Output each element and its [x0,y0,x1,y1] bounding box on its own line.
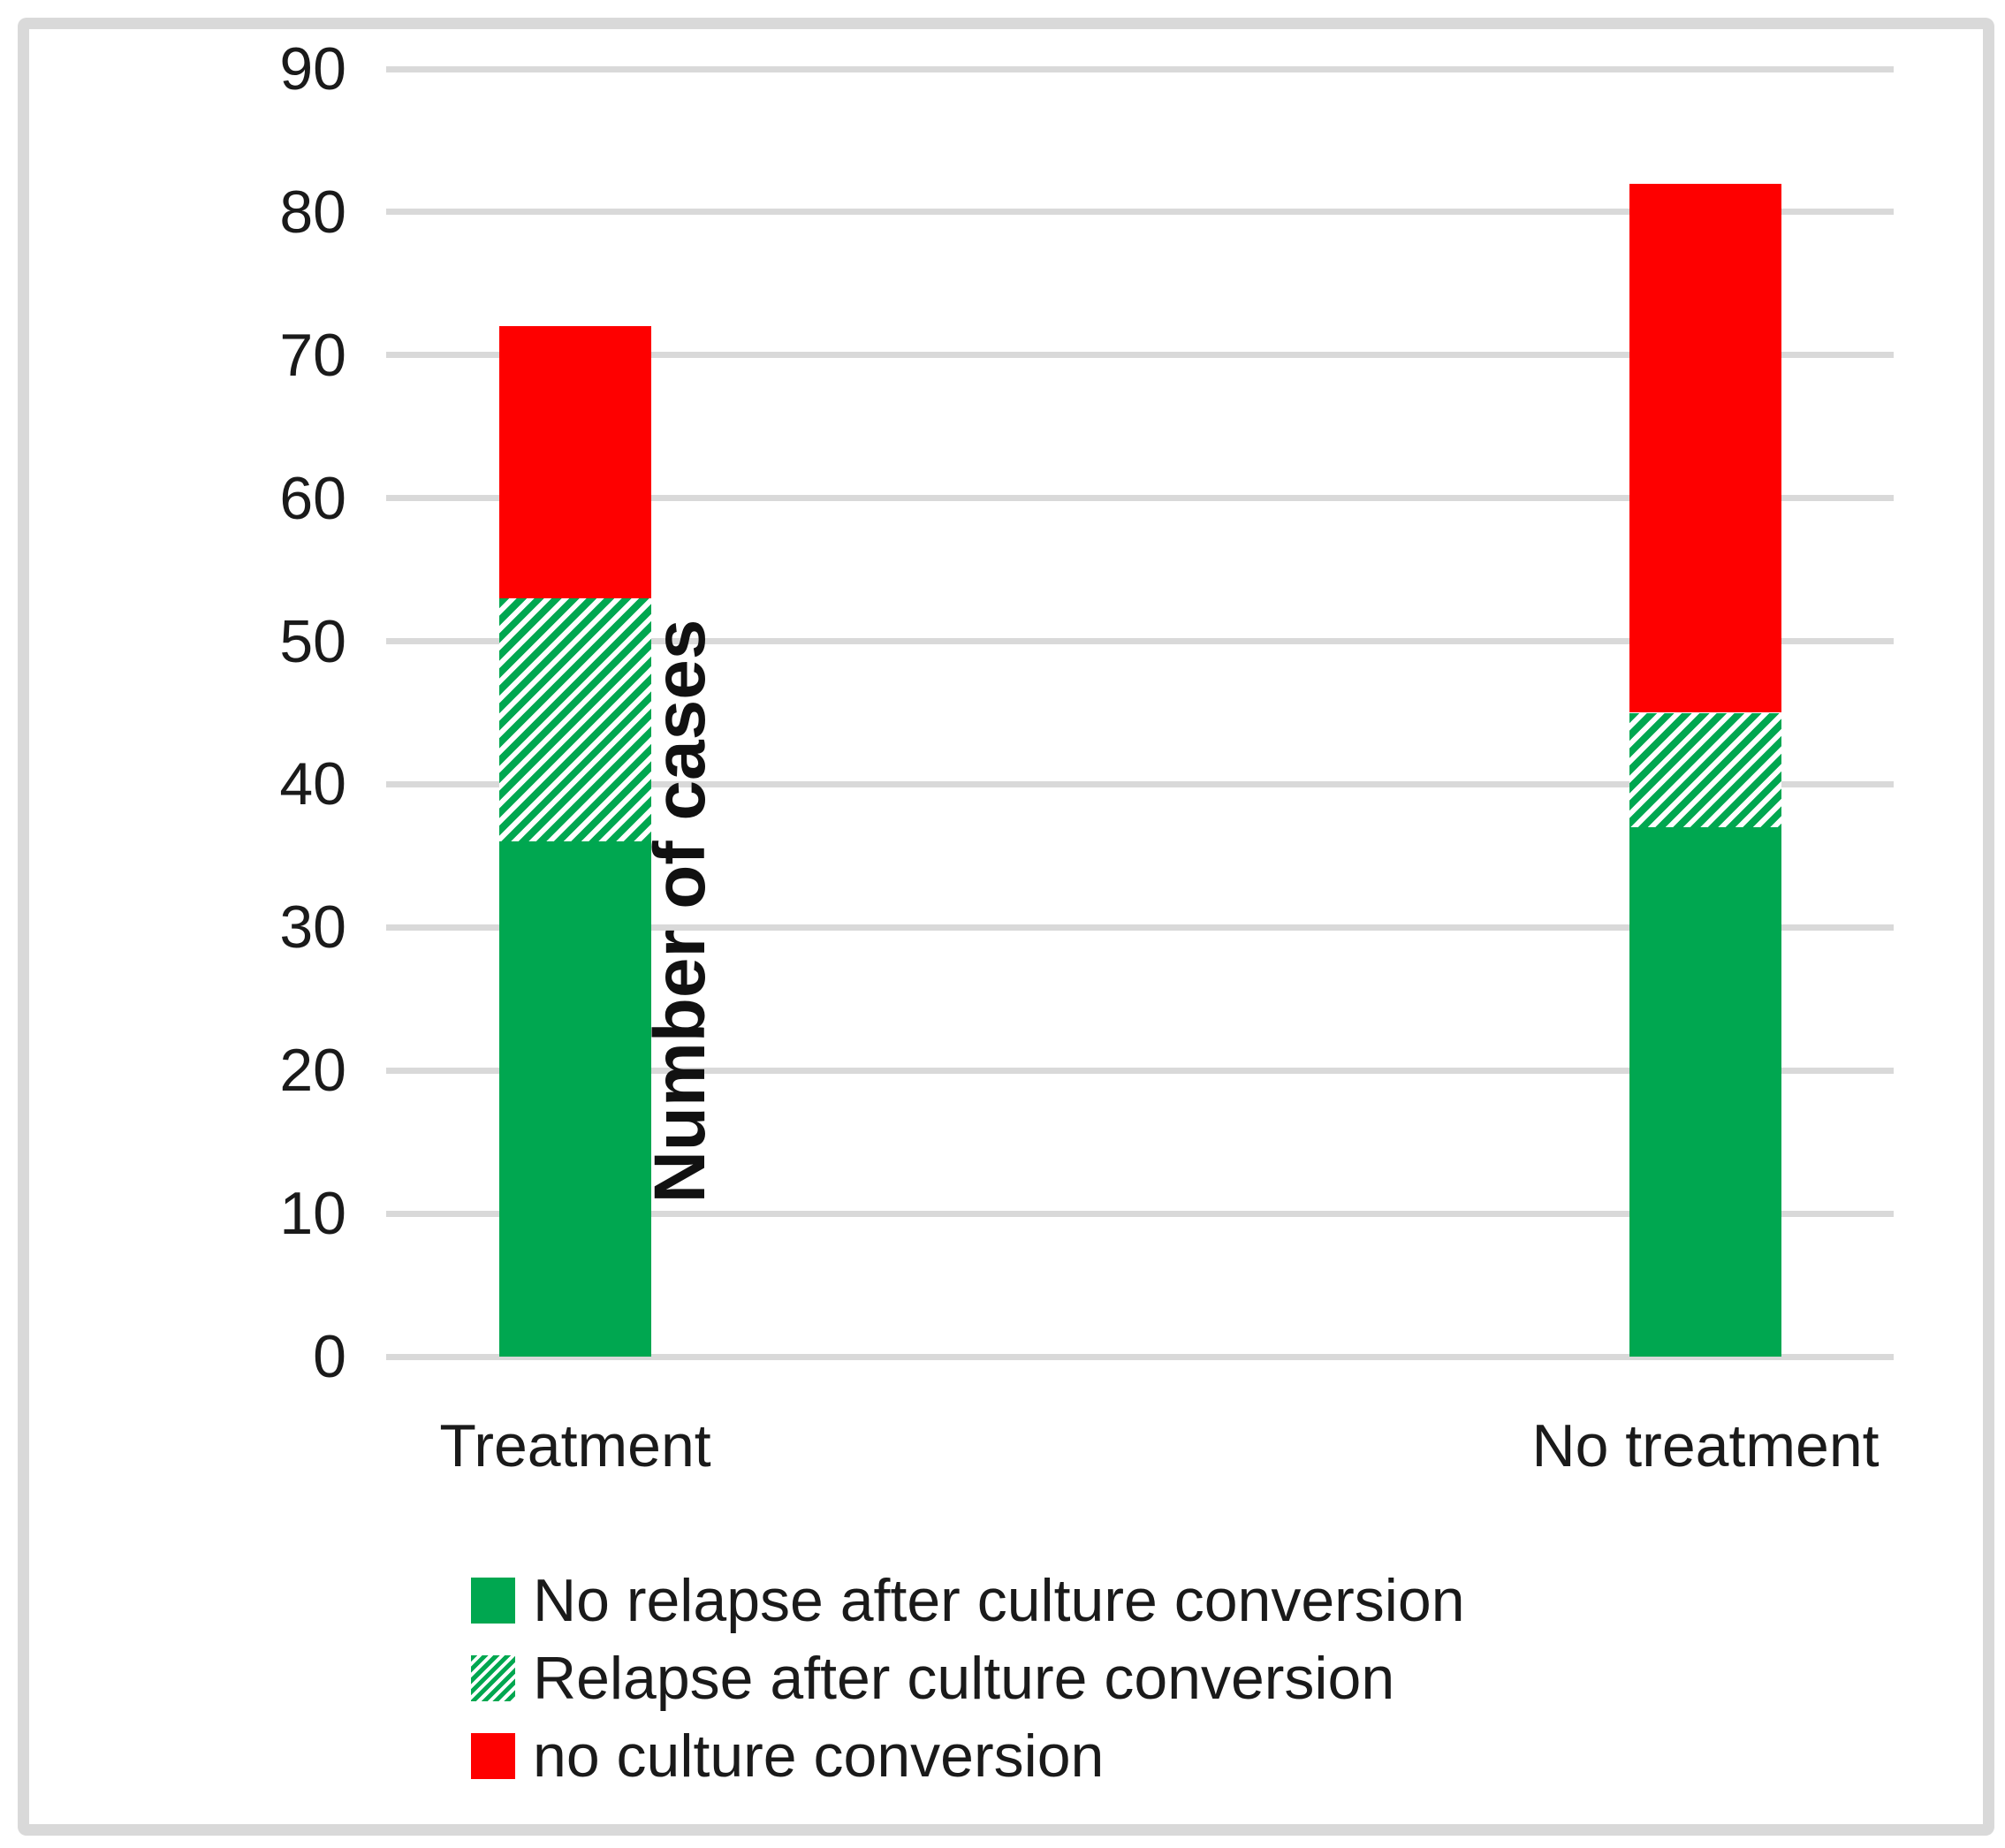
legend-marker-solid-0 [471,1578,515,1624]
gridline-60 [386,495,1894,502]
legend-marker-hatched-1 [471,1655,515,1701]
y-tick-label-60: 60 [279,464,346,532]
bar-segment-no-treatment-series-1 [1629,712,1781,827]
y-tick-label-50: 50 [279,607,346,675]
y-axis-title: Number of cases [640,619,720,1204]
gridline-40 [386,780,1894,787]
y-tick-label-80: 80 [279,178,346,246]
gridline-0 [386,1353,1894,1360]
gridline-30 [386,924,1894,931]
y-tick-label-90: 90 [279,35,346,103]
y-tick-label-40: 40 [279,750,346,818]
x-category-label-no-treatment: No treatment [1531,1412,1880,1479]
y-tick-label-70: 70 [279,321,346,389]
gridline-20 [386,1067,1894,1074]
legend-marker-solid-2 [471,1733,515,1779]
y-tick-label-10: 10 [279,1180,346,1248]
y-tick-label-20: 20 [279,1037,346,1105]
legend-label-2: no culture conversion [533,1723,1105,1790]
x-category-label-treatment: Treatment [439,1412,711,1479]
y-tick-label-0: 0 [313,1323,346,1390]
gridline-90 [386,65,1894,72]
bar-segment-treatment-series-2 [499,326,651,598]
legend-label-1: Relapse after culture conversion [533,1645,1395,1712]
y-tick-label-30: 30 [279,894,346,962]
legend-label-0: No relapse after culture conversion [533,1567,1465,1634]
bar-segment-treatment-series-1 [499,597,651,842]
gridline-80 [386,209,1894,216]
bar-segment-treatment-series-0 [499,841,651,1357]
gridline-50 [386,638,1894,645]
gridline-10 [386,1210,1894,1217]
bar-segment-no-treatment-series-2 [1629,183,1781,713]
bar-segment-no-treatment-series-0 [1629,827,1781,1357]
gridline-70 [386,352,1894,359]
